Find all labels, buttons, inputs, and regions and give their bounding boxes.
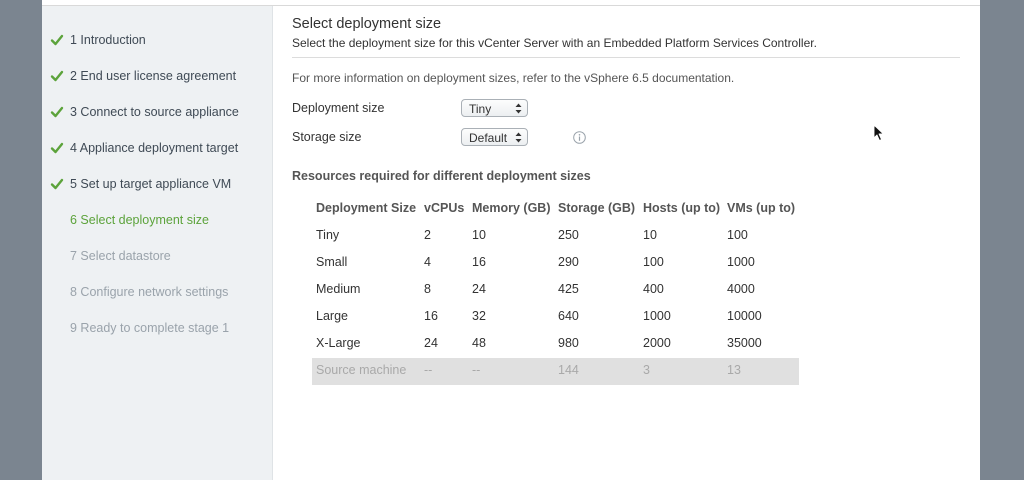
table-cell: -- [424, 363, 433, 377]
table-cell: 24 [424, 336, 438, 350]
select-arrows-icon [515, 132, 522, 143]
page-title: Select deployment size [292, 16, 442, 32]
table-cell: 640 [558, 309, 579, 323]
table-cell: Tiny [316, 228, 340, 242]
table-cell: Large [316, 309, 348, 323]
table-cell: 48 [472, 336, 486, 350]
column-header: Hosts (up to) [643, 201, 721, 215]
column-header: Deployment Size [316, 201, 417, 215]
sidebar-step-label: 7 Select datastore [70, 249, 171, 263]
table-cell: 24 [472, 282, 486, 296]
deployment-size-value: Tiny [469, 102, 492, 116]
table-cell: 4 [424, 255, 431, 269]
table-header-row: Deployment Size vCPUs Memory (GB) Storag… [312, 196, 799, 223]
info-icon[interactable] [573, 131, 586, 144]
table-cell: 290 [558, 255, 579, 269]
storage-size-label: Storage size [292, 130, 362, 144]
table-cell: 35000 [727, 336, 762, 350]
table-cell: X-Large [316, 336, 361, 350]
storage-size-select[interactable]: Default [461, 128, 528, 146]
table-cell: 10 [472, 228, 486, 242]
table-cell: Source machine [316, 363, 407, 377]
deployment-size-label: Deployment size [292, 101, 385, 115]
table-cell: 4000 [727, 282, 755, 296]
table-cell: Small [316, 255, 348, 269]
mouse-cursor-icon [873, 124, 884, 141]
sidebar-step-label: 1 Introduction [70, 33, 146, 47]
table-cell: 8 [424, 282, 431, 296]
table-cell: 1000 [643, 309, 671, 323]
table-cell: 100 [643, 255, 664, 269]
select-arrows-icon [515, 103, 522, 114]
table-cell: 1000 [727, 255, 755, 269]
table-cell: 250 [558, 228, 579, 242]
check-icon [50, 70, 64, 82]
check-icon [50, 142, 64, 154]
sidebar-step-label: 4 Appliance deployment target [70, 141, 239, 155]
table-cell: -- [472, 363, 481, 377]
deployment-size-select[interactable]: Tiny [461, 99, 528, 117]
table-row: Large 16 32 640 1000 10000 [312, 304, 799, 331]
sidebar-step-label: 6 Select deployment size [70, 213, 209, 227]
table-row: Tiny 2 10 250 10 100 [312, 223, 799, 250]
installer-window: 1 Introduction 2 End user license agreem… [42, 0, 980, 480]
sidebar-step-label: 3 Connect to source appliance [70, 105, 239, 119]
title-divider [292, 57, 960, 58]
table-row: Medium 8 24 425 400 4000 [312, 277, 799, 304]
table-cell: 3 [643, 363, 650, 377]
table-cell: 980 [558, 336, 579, 350]
table-cell: 425 [558, 282, 579, 296]
check-icon [50, 34, 64, 46]
check-icon [50, 178, 64, 190]
page-subtitle: Select the deployment size for this vCen… [292, 36, 817, 50]
table-row: X-Large 24 48 980 2000 35000 [312, 331, 799, 358]
table-cell: 16 [424, 309, 438, 323]
sidebar-step-label: 9 Ready to complete stage 1 [70, 321, 230, 335]
sidebar-step-label: 5 Set up target appliance VM [70, 177, 232, 191]
check-icon [50, 106, 64, 118]
column-header: VMs (up to) [727, 201, 796, 215]
main-content: Select deployment size Select the deploy… [292, 0, 980, 480]
table-cell: 2000 [643, 336, 671, 350]
column-header: Memory (GB) [472, 201, 551, 215]
table-cell: 2 [424, 228, 431, 242]
wizard-steps-sidebar: 1 Introduction 2 End user license agreem… [42, 6, 273, 480]
source-machine-row: Source machine -- -- 144 3 13 [312, 358, 799, 385]
table-cell: Medium [316, 282, 361, 296]
storage-size-value: Default [469, 131, 508, 145]
table-cell: 100 [727, 228, 748, 242]
table-cell: 10 [643, 228, 657, 242]
header-divider [42, 5, 980, 6]
info-text: For more information on deployment sizes… [292, 71, 735, 85]
table-cell: 144 [558, 363, 579, 377]
resources-table: Deployment Size vCPUs Memory (GB) Storag… [312, 196, 799, 385]
table-cell: 10000 [727, 309, 762, 323]
table-cell: 32 [472, 309, 486, 323]
column-header: vCPUs [424, 201, 465, 215]
table-cell: 400 [643, 282, 664, 296]
sidebar-step-label: 8 Configure network settings [70, 285, 229, 299]
column-header: Storage (GB) [558, 201, 636, 215]
table-row: Small 4 16 290 100 1000 [312, 250, 799, 277]
sidebar-step-label: 2 End user license agreement [70, 69, 237, 83]
resources-title: Resources required for different deploym… [292, 169, 591, 183]
table-cell: 16 [472, 255, 486, 269]
table-cell: 13 [727, 363, 741, 377]
